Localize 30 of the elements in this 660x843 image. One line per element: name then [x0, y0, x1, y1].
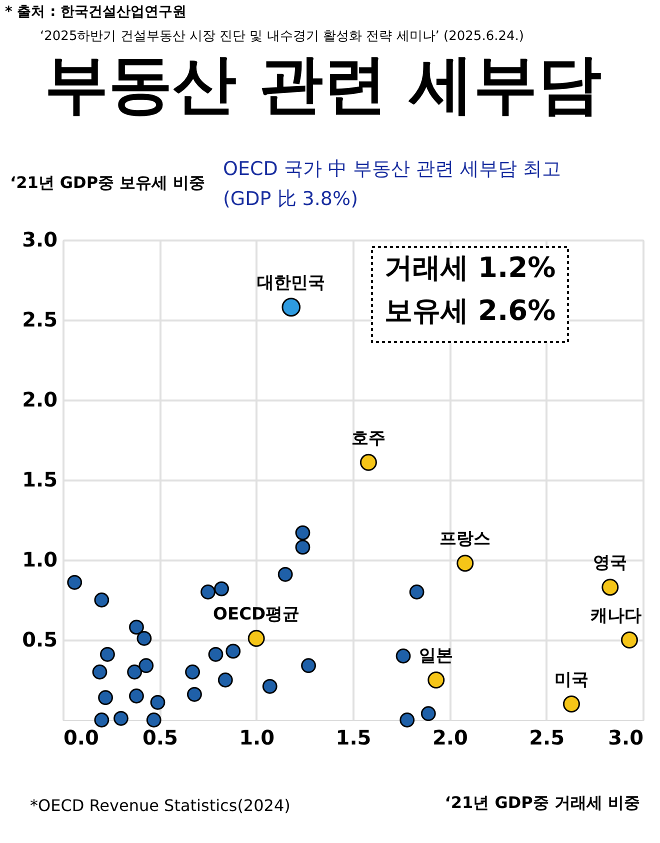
x-tick-label: 0.0: [64, 726, 99, 750]
x-tick-label: 0.5: [142, 726, 178, 750]
x-tick-label: 1.5: [336, 726, 372, 750]
annotation: 보유세 2.6%: [384, 294, 556, 327]
annotation: 대한민국: [257, 273, 326, 294]
y-tick-label: 2.0: [22, 388, 58, 412]
x-tick-label: 3.0: [608, 726, 644, 750]
y-tick-label: 1.0: [22, 548, 58, 572]
annotation: 미국: [554, 670, 588, 690]
x-axis-title: ‘21년 GDP중 거래세 비중: [444, 793, 640, 812]
annotation: 캐나다: [590, 606, 642, 626]
text: *OECD Revenue Statistics(2024): [30, 796, 290, 815]
y-tick-label: 0.5: [22, 628, 58, 652]
annotation: 거래세 1.2%: [384, 251, 556, 284]
annotation: 일본: [419, 646, 454, 666]
annotation: 영국: [593, 553, 628, 574]
y-axis-title: ‘21년 GDP중 보유세 비중: [10, 173, 206, 192]
y-tick-label: 1.5: [22, 468, 58, 492]
x-tick-label: 2.5: [529, 726, 565, 750]
y-tick-label: 2.5: [22, 308, 58, 332]
annotation: OECD평균: [213, 604, 300, 624]
x-tick-label: 1.0: [239, 726, 275, 750]
chart-title: 부동산 관련 세부담: [44, 48, 602, 122]
y-tick-label: 3.0: [22, 228, 58, 252]
text: ‘2025하반기 건설부동산 시장 진단 및 내수경기 활성화 전략 세미나’ (2025.6.24.): [40, 29, 524, 44]
chart-subtitle: OECD 국가 中 부동산 관련 세부담 최고 (GDP 比 3.8%): [223, 158, 562, 210]
x-tick-label: 2.0: [432, 726, 468, 750]
text: * 출처 : 한국건설산업연구원: [5, 4, 187, 20]
annotation: 호주: [351, 428, 386, 448]
annotation: 프랑스: [440, 529, 491, 550]
